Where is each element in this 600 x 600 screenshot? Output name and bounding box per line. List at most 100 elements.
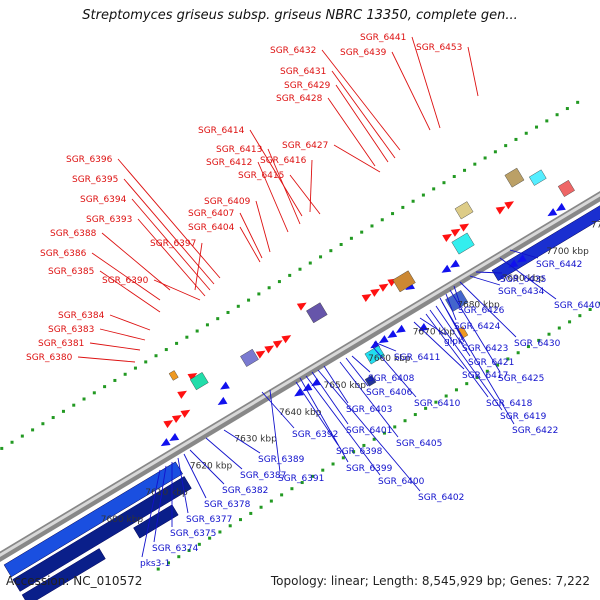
- guide-dot: [82, 397, 86, 401]
- reverse-gene-arrow: [450, 259, 460, 268]
- bottom-gene-label: SGR_6391: [278, 474, 324, 484]
- kbp-tick-label: 7630 kbp: [234, 435, 277, 445]
- guide-dot: [187, 549, 191, 553]
- top-gene-label: SGR_6409: [204, 197, 251, 207]
- top-label-leader: [77, 356, 136, 363]
- bottom-label-leader: [205, 437, 243, 470]
- guide-dot: [391, 212, 395, 216]
- gene-domain-box: [240, 348, 259, 367]
- guide-dot: [167, 561, 171, 565]
- bottom-label-leader: [469, 275, 501, 286]
- guide-dot: [504, 144, 508, 148]
- guide-dot: [360, 230, 364, 234]
- bottom-label-leader: [499, 257, 557, 300]
- guide-dot: [321, 468, 325, 472]
- top-gene-label: SGR_6396: [66, 155, 113, 165]
- bottom-label-leader: [189, 449, 225, 485]
- guide-dot: [535, 125, 539, 129]
- reverse-gene-arrow: [302, 383, 313, 392]
- bottom-gene-label: SGR_6402: [418, 493, 464, 503]
- guide-dot: [113, 378, 117, 382]
- guide-dot: [257, 292, 261, 296]
- guide-dot: [308, 261, 312, 265]
- guide-dot: [442, 181, 446, 185]
- guide-dot: [185, 335, 189, 339]
- guide-dot: [463, 168, 467, 172]
- gene-pks-band-3: [21, 548, 106, 600]
- top-gene-label: SGR_6386: [40, 249, 87, 259]
- guide-dot: [298, 267, 302, 271]
- guide-dot: [514, 137, 518, 141]
- top-gene-label: SGR_6390: [102, 276, 149, 286]
- bottom-label-leader: [413, 321, 465, 370]
- bottom-label-leader: [177, 457, 189, 514]
- bottom-label-leader: [323, 365, 349, 404]
- bottom-gene-label: glpK: [444, 337, 465, 347]
- top-gene-label: SGR_6384: [58, 311, 105, 321]
- guide-dot: [547, 332, 551, 336]
- guide-dot: [444, 394, 448, 398]
- top-label-leader: [91, 252, 161, 301]
- top-label-leader: [99, 270, 161, 313]
- top-label-leader: [239, 212, 263, 259]
- bottom-label-leader: [269, 389, 281, 473]
- kbp-tick-label: 7640 kbp: [279, 408, 322, 418]
- bottom-label-leader: [445, 293, 457, 321]
- guide-dot: [421, 193, 425, 197]
- bottom-gene-label: SGR_6382: [222, 486, 268, 496]
- guide-dot: [175, 341, 179, 345]
- reverse-gene-arrow: [160, 438, 171, 447]
- bottom-label-leader: [435, 305, 471, 357]
- guide-dot: [154, 354, 158, 358]
- top-label-leader: [99, 328, 146, 341]
- kbp-tick-label: 7600 kbp: [101, 515, 144, 525]
- guide-dot: [496, 363, 500, 367]
- top-label-leader: [255, 200, 271, 253]
- bottom-label-leader: [141, 469, 161, 558]
- guide-dot: [475, 375, 479, 379]
- guide-dot: [372, 437, 376, 441]
- guide-dot: [208, 536, 212, 540]
- bottom-gene-label: SGR_6378: [204, 500, 251, 510]
- guide-dot: [411, 199, 415, 203]
- forward-gene-arrow: [378, 283, 389, 292]
- bottom-label-leader: [425, 313, 489, 398]
- top-label-leader: [249, 129, 303, 217]
- guide-dot: [393, 425, 397, 429]
- forward-gene-arrow: [177, 390, 187, 399]
- bottom-gene-label: SGR_6430: [514, 339, 561, 349]
- bottom-gene-label: SGR_6435: [500, 275, 546, 285]
- bottom-label-leader: [153, 465, 167, 543]
- bottom-gene-label: SGR_6398: [336, 447, 383, 457]
- reverse-gene-arrow: [556, 202, 566, 211]
- bottom-label-leader: [261, 391, 295, 429]
- top-gene-label: SGR_6415: [238, 171, 284, 181]
- guide-dot: [432, 187, 436, 191]
- top-gene-label: SGR_6380: [26, 353, 73, 363]
- top-gene-label: SGR_6395: [72, 175, 118, 185]
- guide-dot: [452, 175, 456, 179]
- bottom-label-leader: [439, 297, 465, 343]
- top-gene-label: SGR_6427: [282, 141, 328, 151]
- gene-domain-box: [392, 270, 416, 293]
- kbp-tick-label: 7700 kbp: [546, 247, 589, 257]
- bottom-gene-label: SGR_6387: [240, 471, 286, 481]
- top-dotted-guide: [0, 100, 580, 450]
- guide-dot: [290, 487, 294, 491]
- bottom-gene-label: SGR_6422: [512, 426, 558, 436]
- top-label-leader: [89, 342, 141, 351]
- bottom-label-leader: [449, 289, 501, 373]
- guide-dot: [598, 301, 600, 305]
- bottom-label-leader: [311, 371, 349, 425]
- kbp-tick-label: 7620 kbp: [190, 461, 233, 471]
- genome-backbone-highlight: [0, 192, 600, 558]
- guide-dot: [103, 385, 107, 389]
- reverse-gene-arrow: [441, 264, 452, 273]
- bottom-label-leader: [441, 301, 515, 425]
- bottom-gene-label: SGR_6377: [186, 515, 232, 525]
- gene-domain-box: [168, 370, 179, 381]
- top-label-leader: [411, 36, 441, 129]
- bottom-label-leader: [317, 369, 421, 492]
- reverse-gene-arrow: [516, 254, 527, 263]
